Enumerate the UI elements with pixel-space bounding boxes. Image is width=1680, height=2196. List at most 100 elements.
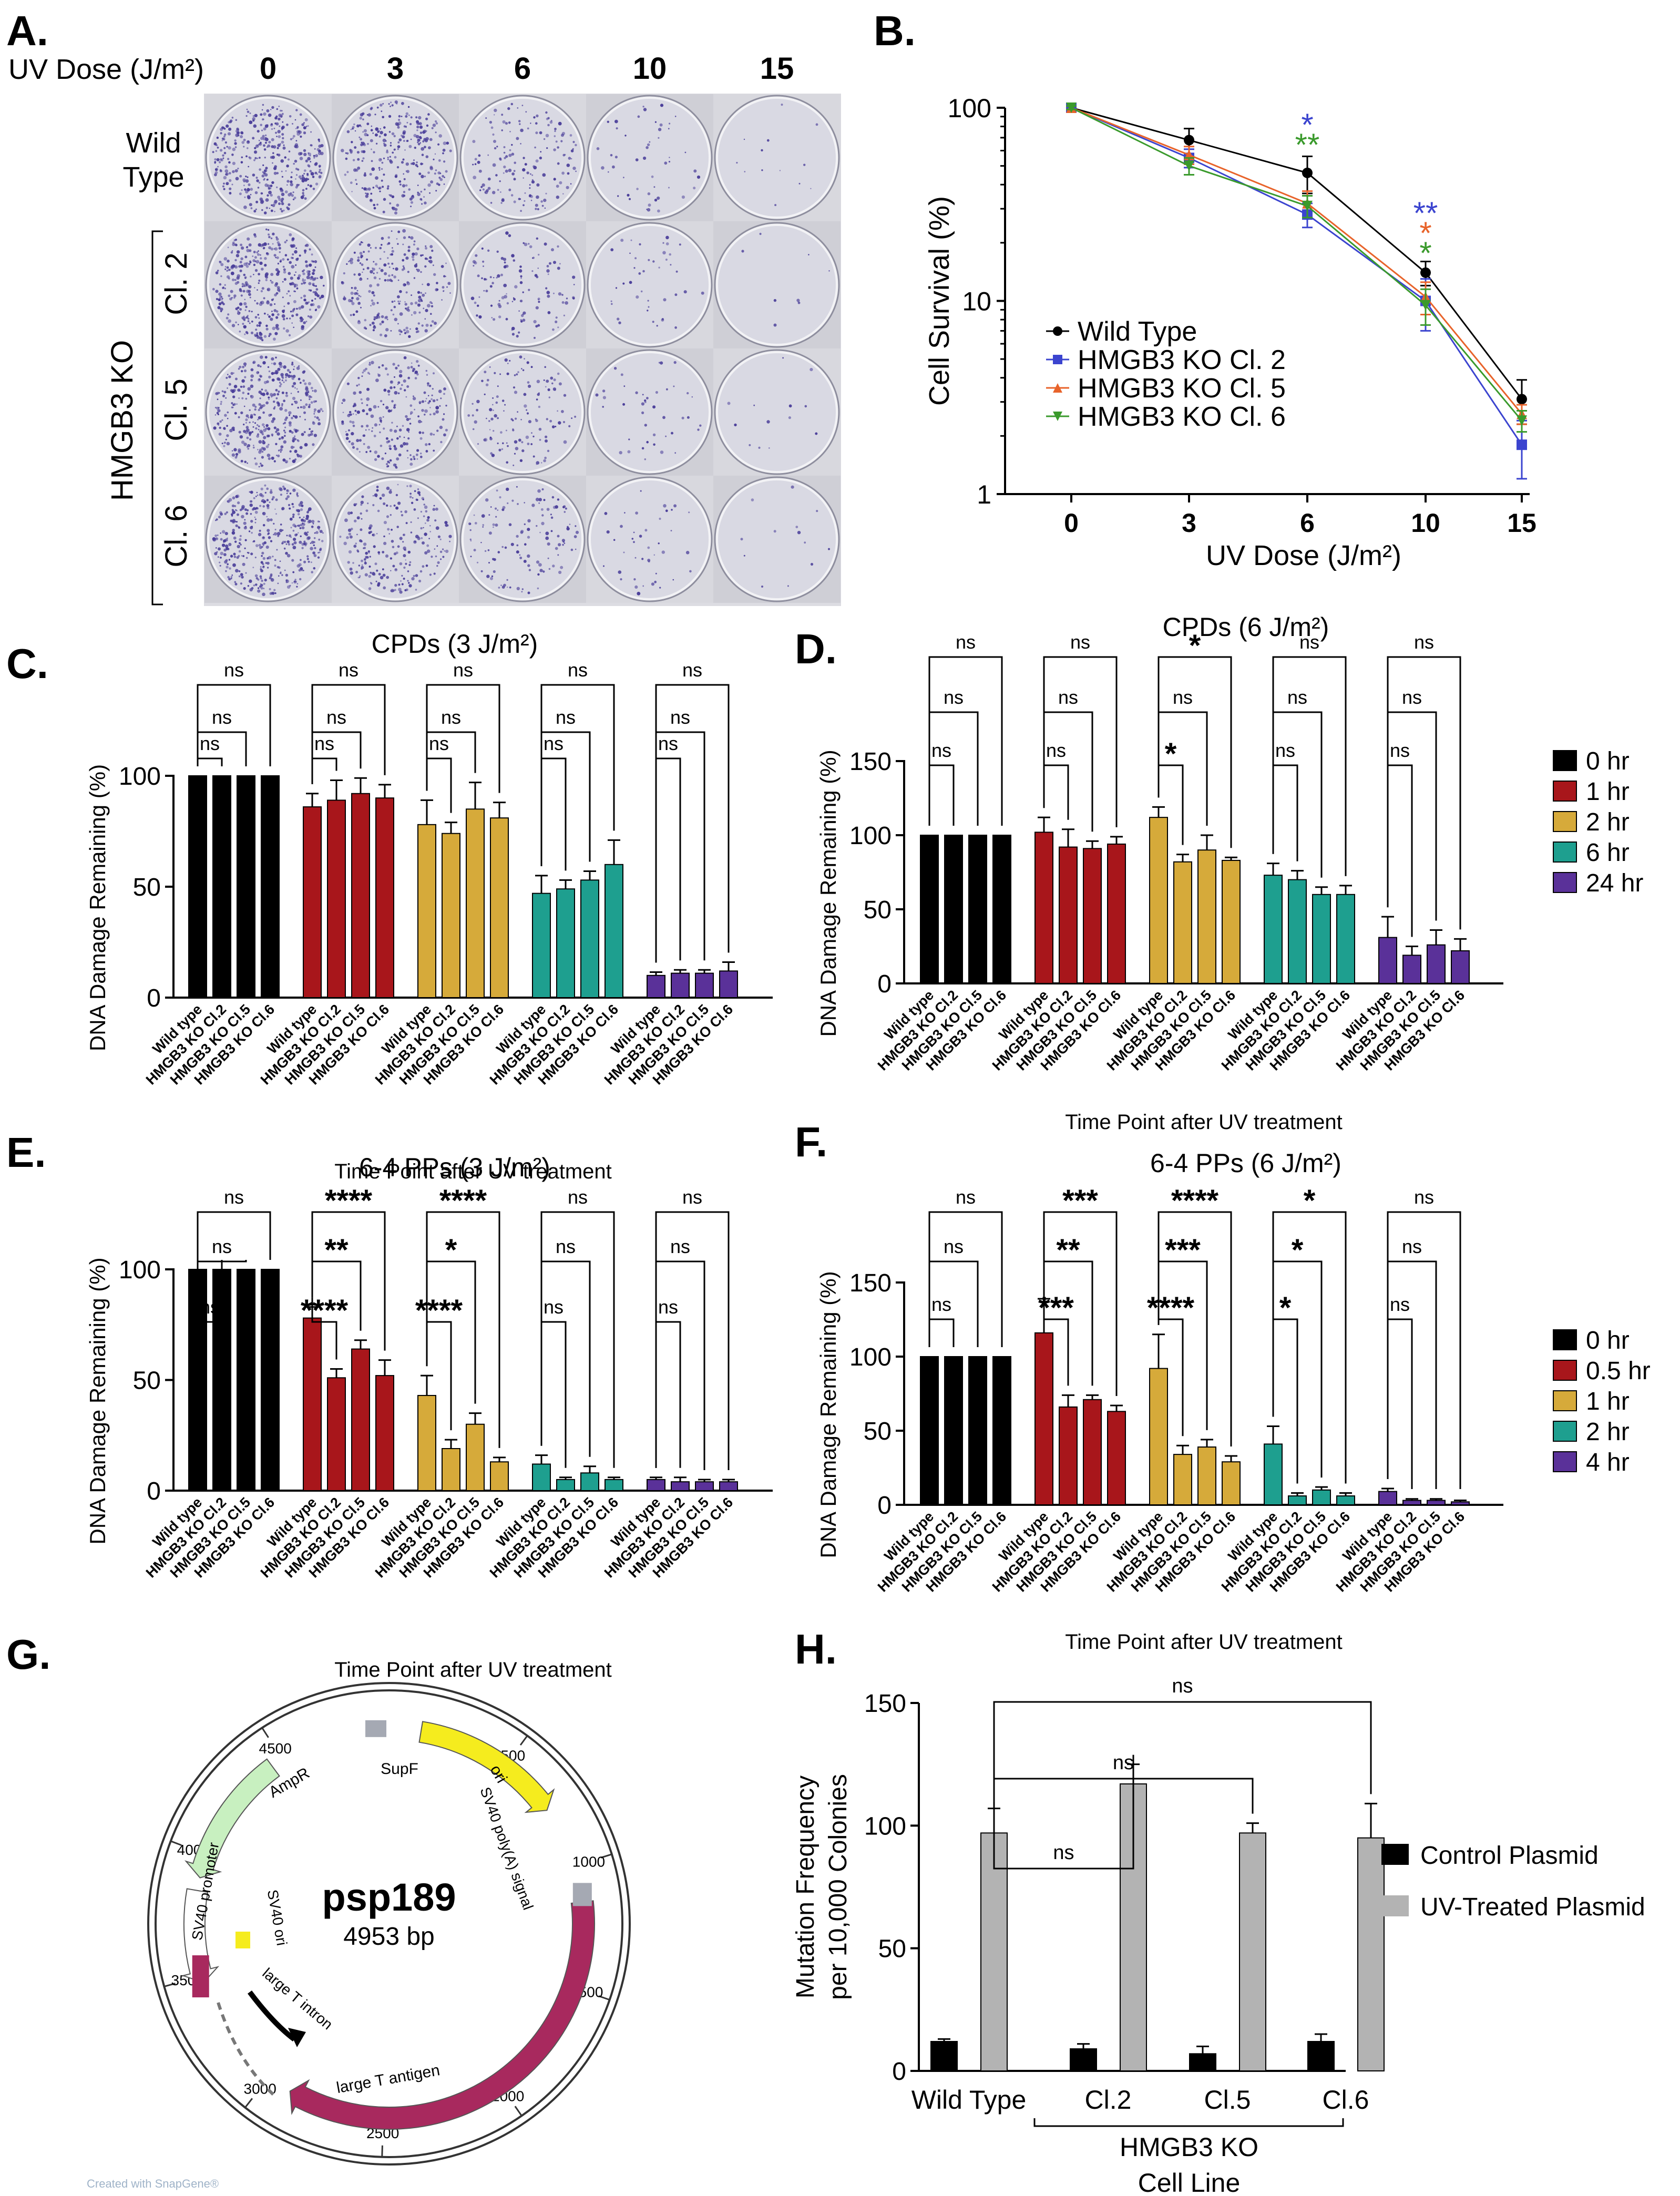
colony xyxy=(247,110,250,114)
bar xyxy=(1059,846,1078,984)
marker-circle xyxy=(1053,326,1062,336)
colony xyxy=(687,392,689,395)
colony xyxy=(391,253,394,256)
colony xyxy=(743,555,745,557)
colony xyxy=(405,115,408,118)
colony xyxy=(236,510,238,511)
colony xyxy=(644,399,647,402)
colony xyxy=(250,275,252,278)
colony xyxy=(262,592,265,597)
colony xyxy=(254,300,256,302)
significance-label: ns xyxy=(1299,631,1319,653)
colony xyxy=(282,311,285,313)
colony xyxy=(727,402,731,405)
colony xyxy=(364,561,367,565)
colony xyxy=(249,157,252,160)
colony xyxy=(302,175,304,177)
colony xyxy=(280,159,284,163)
colony xyxy=(232,519,236,522)
colony xyxy=(427,384,429,387)
colony xyxy=(366,397,370,401)
colony xyxy=(251,526,253,528)
colony xyxy=(400,331,403,333)
colony xyxy=(485,278,487,281)
colony xyxy=(445,428,448,432)
colony xyxy=(233,239,236,242)
colony xyxy=(406,282,411,285)
colony xyxy=(385,315,388,319)
colony xyxy=(500,191,501,193)
colony xyxy=(430,180,434,184)
colony xyxy=(244,255,248,259)
colony xyxy=(399,370,403,373)
colony xyxy=(240,459,243,463)
colony xyxy=(271,128,273,130)
colony xyxy=(291,362,294,364)
colony xyxy=(360,241,363,243)
colony xyxy=(366,556,369,559)
colony xyxy=(271,181,274,184)
colony xyxy=(230,555,233,558)
colony xyxy=(442,556,445,558)
legend-swatch xyxy=(1553,781,1577,802)
colony xyxy=(551,425,555,428)
bar xyxy=(1149,817,1168,984)
colony xyxy=(547,557,549,559)
colony xyxy=(379,190,381,192)
colony xyxy=(355,179,357,181)
colony xyxy=(442,175,444,178)
colony xyxy=(316,173,318,175)
colony xyxy=(228,172,231,175)
colony xyxy=(300,508,303,511)
colony xyxy=(258,181,261,184)
colony xyxy=(231,453,235,457)
colony xyxy=(238,265,240,268)
colony xyxy=(254,521,257,524)
colony xyxy=(305,321,308,323)
colony xyxy=(273,128,275,129)
colony xyxy=(314,171,317,175)
colony xyxy=(405,330,409,334)
colony xyxy=(224,538,228,542)
colony xyxy=(561,301,565,304)
colony xyxy=(536,379,540,384)
colony xyxy=(227,374,229,375)
colony xyxy=(284,156,286,159)
colony xyxy=(254,316,258,319)
clone-2-label: Cl. 2 xyxy=(159,252,193,315)
colony xyxy=(230,519,233,522)
significance-bracket xyxy=(655,1321,681,1468)
colony xyxy=(481,247,484,250)
colony xyxy=(449,540,450,542)
colony xyxy=(675,270,678,273)
colony xyxy=(221,299,223,301)
colony xyxy=(472,428,475,430)
colony xyxy=(352,446,355,449)
colony xyxy=(241,440,245,444)
colony xyxy=(269,490,273,494)
colony xyxy=(222,394,225,397)
colony xyxy=(524,502,525,504)
colony xyxy=(388,131,391,133)
colony xyxy=(404,149,406,151)
colony xyxy=(406,140,408,142)
colony xyxy=(391,301,394,303)
legend-label: 0.5 hr xyxy=(1586,1357,1651,1385)
colony xyxy=(308,404,311,406)
colony xyxy=(261,209,263,211)
colony xyxy=(408,114,410,116)
marker-triangle xyxy=(1184,160,1194,171)
colony xyxy=(407,457,409,459)
colony xyxy=(487,154,489,156)
colony xyxy=(494,108,497,112)
colony xyxy=(361,559,363,562)
colony xyxy=(220,275,222,278)
colony xyxy=(313,434,317,437)
colony xyxy=(257,289,258,291)
y-tick-label: 100 xyxy=(948,94,991,123)
y-axis-title: DNA Damage Remaining (%) xyxy=(85,1257,110,1544)
colony xyxy=(356,292,359,295)
colony xyxy=(252,137,255,140)
colony xyxy=(282,146,286,150)
colony xyxy=(524,358,525,360)
